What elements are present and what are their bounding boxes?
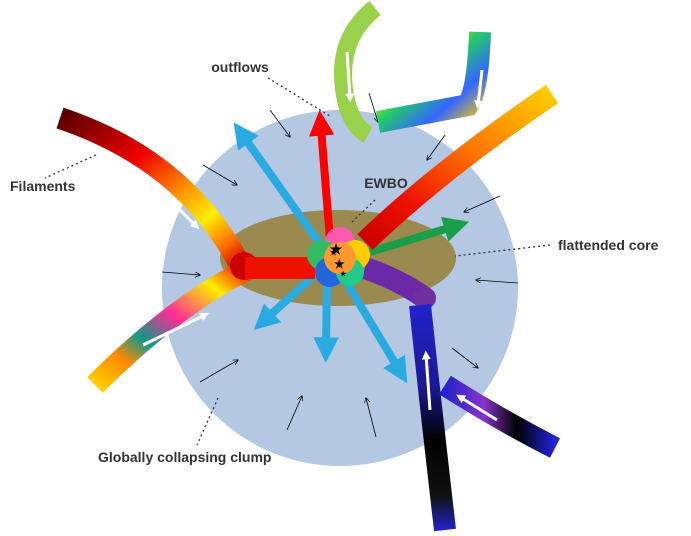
label: outflows: [211, 59, 269, 75]
diagram: ★ ★ ★ ★ outflows EWBO Filaments flattend…: [0, 0, 691, 536]
svg-text:★: ★: [334, 257, 345, 271]
label: Filaments: [10, 178, 76, 194]
label: Globally collapsing clump: [98, 449, 271, 465]
svg-text:★: ★: [340, 270, 347, 278]
label: EWBO: [364, 175, 408, 191]
svg-text:★: ★: [330, 248, 338, 257]
label: flattended core: [558, 237, 659, 253]
